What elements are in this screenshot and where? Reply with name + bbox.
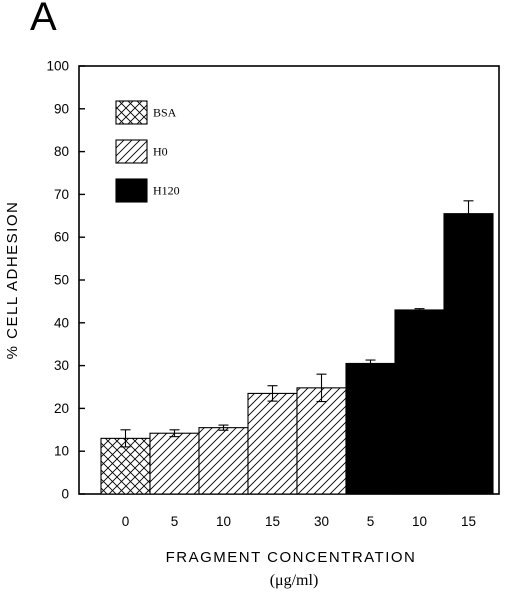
x-tick-label: 15 xyxy=(265,514,280,529)
y-tick-label: 50 xyxy=(54,273,69,288)
y-tick-label: 60 xyxy=(54,230,69,245)
legend-swatch-bsa xyxy=(115,100,148,125)
y-tick-label: 100 xyxy=(46,59,69,74)
x-tick-label: 5 xyxy=(171,514,179,529)
x-tick-label: 10 xyxy=(216,514,231,529)
bar-h120-10 xyxy=(394,309,445,495)
x-tick-label: 5 xyxy=(367,514,375,529)
panel-letter: A xyxy=(30,0,57,39)
legend: BSA H0 H120 xyxy=(115,100,180,203)
bars xyxy=(100,213,494,495)
y-tick-label: 90 xyxy=(54,101,69,116)
x-axis: 0 5 10 15 30 5 10 15 xyxy=(122,514,476,529)
y-axis: 0 10 20 30 40 50 60 70 80 90 100 xyxy=(46,59,85,502)
y-tick-label: 20 xyxy=(54,401,69,416)
y-tick-label: 0 xyxy=(61,487,69,502)
y-tick-label: 80 xyxy=(54,144,69,159)
legend-label-h0: H0 xyxy=(153,145,168,159)
legend-label-bsa: BSA xyxy=(153,106,177,120)
legend-swatch-h120 xyxy=(115,178,148,203)
bar-h120-5 xyxy=(345,362,396,495)
bar-bsa-0 xyxy=(100,437,151,495)
bar-h0-30 xyxy=(296,387,347,495)
x-tick-label: 10 xyxy=(412,514,427,529)
bar-h0-15 xyxy=(247,392,298,495)
legend-label-h120: H120 xyxy=(153,184,180,198)
error-bars xyxy=(120,200,474,448)
x-tick-label: 15 xyxy=(461,514,476,529)
x-tick-label: 30 xyxy=(314,514,329,529)
y-tick-label: 10 xyxy=(54,444,69,459)
bar-h0-5 xyxy=(149,432,200,495)
bar-h0-10 xyxy=(198,427,249,495)
x-axis-unit: (μg/ml) xyxy=(270,572,319,589)
x-tick-label: 0 xyxy=(122,514,130,529)
legend-swatch-h0 xyxy=(115,139,148,164)
x-axis-title: FRAGMENT CONCENTRATION xyxy=(166,549,417,566)
y-tick-label: 30 xyxy=(54,358,69,373)
bar-h120-15 xyxy=(443,213,494,495)
y-tick-label: 40 xyxy=(54,315,69,330)
y-tick-label: 70 xyxy=(54,187,69,202)
y-axis-title: % CELL ADHESION xyxy=(4,201,21,360)
